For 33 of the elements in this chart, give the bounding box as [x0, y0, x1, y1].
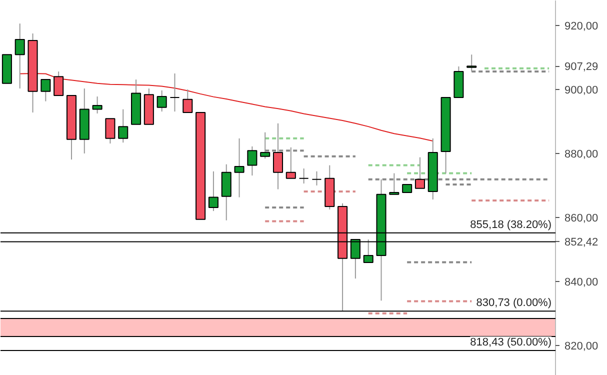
ref-line-label: 855,18 (38.20%)	[470, 218, 552, 231]
candlestick	[247, 146, 258, 176]
y-tick-label: 852,42	[564, 236, 598, 249]
candlestick	[92, 96, 102, 114]
candlestick	[234, 138, 244, 198]
candlestick	[414, 156, 425, 189]
y-tick-label: 907,29	[564, 61, 598, 74]
candlestick	[260, 132, 270, 160]
candlestick	[118, 108, 128, 144]
y-tick-label: 880,00	[564, 148, 598, 160]
candlestick	[208, 170, 218, 212]
line-series	[19, 72, 434, 142]
candlestick	[312, 170, 322, 186]
candlestick	[286, 146, 296, 179]
ref-line-label: 818,43 (50.00%)	[470, 336, 552, 348]
candlestick	[54, 71, 64, 96]
candlestick	[466, 54, 477, 72]
candlestick	[14, 23, 25, 89]
candlestick	[156, 90, 167, 112]
y-tick-label: 900,00	[564, 84, 598, 96]
y-tick-label: 820,00	[564, 340, 598, 352]
ref-line-label: 830,73 (0.00%)	[476, 297, 552, 310]
candlestick	[298, 168, 309, 184]
candlestick	[105, 118, 116, 144]
candlestick	[40, 79, 51, 102]
candlestick	[389, 172, 400, 195]
candlestick	[272, 122, 284, 190]
candlestick	[182, 88, 193, 113]
y-tick-label: 920,00	[564, 20, 598, 32]
y-tick-label: 860,00	[564, 212, 598, 224]
y-tick-label: 840,00	[564, 276, 598, 288]
candlestick	[170, 72, 180, 112]
candlestick	[221, 164, 232, 221]
